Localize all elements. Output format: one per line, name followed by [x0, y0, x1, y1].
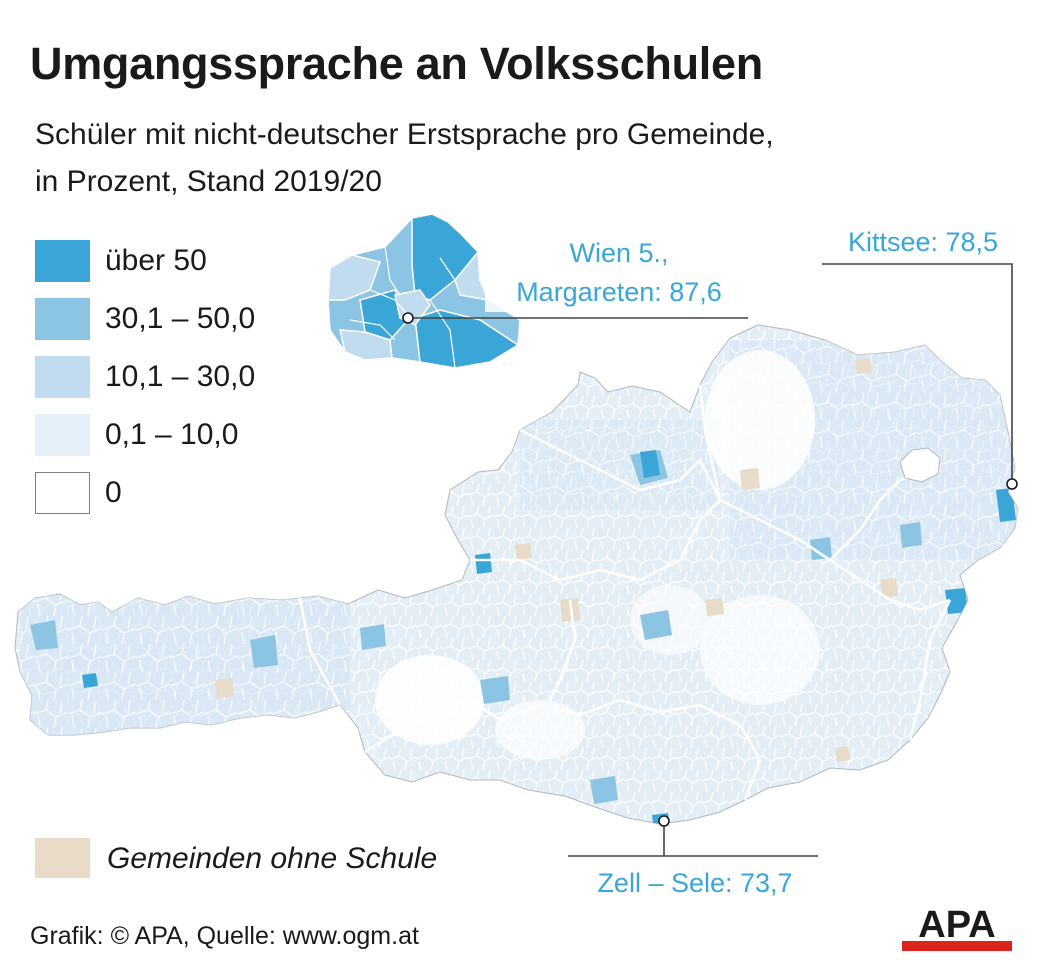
apa-logo-text: APA [918, 904, 995, 946]
legend-item-10-30: 10,1 – 30,0 [35, 356, 335, 398]
kittsee-leader-line [822, 263, 1013, 484]
callout-zell: Zell – Sele: 73,7 [570, 864, 820, 902]
kittsee-marker [1006, 478, 1018, 490]
callout-wien-line-2: Margareten: 87,6 [516, 277, 722, 307]
legend-label: 10,1 – 30,0 [105, 360, 256, 393]
legend-label: 0 [105, 476, 122, 509]
subtitle-line-2: in Prozent, Stand 2019/20 [35, 165, 382, 198]
legend-item-0-10: 0,1 – 10,0 [35, 414, 335, 456]
legend-swatch [35, 414, 90, 456]
apa-logo: APA [902, 904, 1012, 951]
zell-leader-line [568, 821, 818, 857]
legend-swatch [35, 472, 90, 514]
austria-map [14, 324, 1019, 825]
legend-swatch [35, 356, 90, 398]
wien-marker [402, 312, 414, 324]
vienna-inset [327, 213, 521, 369]
callout-kittsee: Kittsee: 78,5 [823, 224, 1023, 260]
subtitle-line-1: Schüler mit nicht-deutscher Erstsprache … [35, 118, 774, 151]
legend-swatch [35, 240, 90, 282]
legend-label: 0,1 – 10,0 [105, 418, 239, 451]
legend-item-no-school: Gemeinden ohne Schule [35, 838, 535, 878]
legend-item-0: 0 [35, 472, 335, 514]
callout-wien: Wien 5., Margareten: 87,6 [485, 234, 753, 312]
legend-swatch [35, 838, 90, 878]
source-credit: Grafik: © APA, Quelle: www.ogm.at [30, 922, 419, 950]
page-title: Umgangssprache an Volksschulen [30, 38, 763, 89]
callout-lines [408, 263, 1013, 857]
callout-wien-line-1: Wien 5., [569, 238, 669, 268]
apa-logo-bar [902, 941, 1012, 951]
legend-label: über 50 [105, 244, 207, 277]
legend-item-ueber-50: über 50 [35, 240, 335, 282]
legend-swatch [35, 298, 90, 340]
legend-label: 30,1 – 50,0 [105, 302, 256, 335]
legend-item-30-50: 30,1 – 50,0 [35, 298, 335, 340]
page-subtitle: Schüler mit nicht-deutscher Erstsprache … [35, 111, 774, 205]
zell-marker [658, 815, 670, 827]
legend-label: Gemeinden ohne Schule [107, 842, 438, 875]
